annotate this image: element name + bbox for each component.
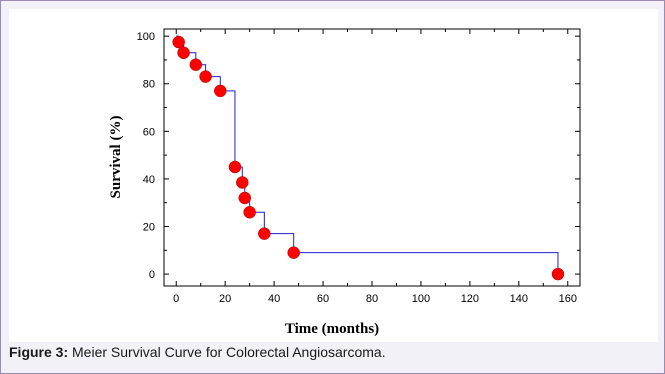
y-tick-label: 80 — [143, 79, 155, 91]
data-point — [552, 268, 564, 280]
x-axis-title: Time (months) — [285, 321, 379, 337]
data-point — [200, 71, 212, 83]
x-tick-label: 100 — [412, 293, 430, 305]
y-tick-label: 0 — [149, 269, 155, 281]
data-point — [288, 247, 300, 259]
y-tick-label: 20 — [143, 222, 155, 234]
survival-step-line — [176, 36, 558, 274]
data-point — [178, 47, 190, 59]
data-point — [239, 192, 251, 204]
y-tick-label: 60 — [143, 126, 155, 138]
y-tick-label: 40 — [143, 174, 155, 186]
y-tick-label: 100 — [137, 31, 155, 43]
x-tick-label: 140 — [510, 293, 528, 305]
data-point — [190, 59, 202, 71]
data-point — [244, 206, 256, 218]
data-point — [229, 161, 241, 173]
x-tick-label: 40 — [268, 293, 280, 305]
x-tick-label: 60 — [317, 293, 329, 305]
caption-label: Figure 3: — [9, 344, 68, 360]
x-tick-label: 160 — [559, 293, 577, 305]
data-point — [258, 228, 270, 240]
survival-chart: 0 20 40 60 80 100 120 140 160 0 20 40 60 80 100 Time (… — [1, 1, 665, 341]
y-axis-title: Survival (%) — [108, 116, 124, 199]
x-tick-label: 20 — [219, 293, 231, 305]
data-point — [236, 176, 248, 188]
data-point — [214, 85, 226, 97]
x-tick-label: 0 — [173, 293, 179, 305]
data-point — [173, 36, 185, 48]
figure-caption: Figure 3: Meier Survival Curve for Color… — [9, 344, 386, 360]
x-tick-label: 80 — [366, 293, 378, 305]
x-tick-label: 120 — [461, 293, 479, 305]
caption-text: Meier Survival Curve for Colorectal Angi… — [68, 344, 385, 360]
plot-area-border — [164, 29, 580, 286]
